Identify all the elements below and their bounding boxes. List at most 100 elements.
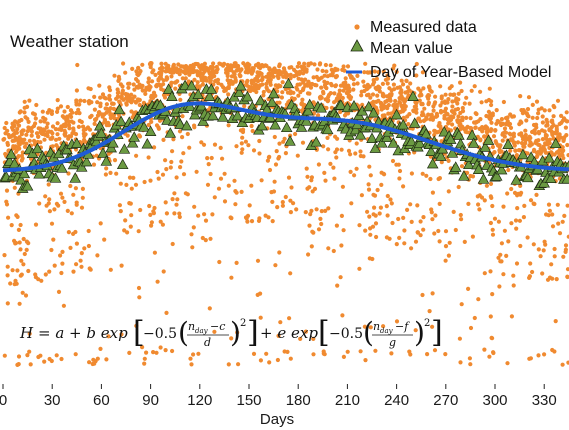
measured-data-point <box>58 104 64 109</box>
measured-data-point <box>151 350 156 355</box>
measured-data-point <box>2 353 7 358</box>
measured-data-point <box>233 78 238 83</box>
measured-data-point <box>209 155 214 161</box>
measured-data-point <box>310 81 315 87</box>
measured-data-point <box>421 86 426 91</box>
measured-data-point <box>340 184 345 189</box>
measured-data-point <box>59 124 64 129</box>
mean-value-point <box>425 145 437 156</box>
measured-data-point <box>311 75 316 80</box>
mean-value-point <box>113 103 126 115</box>
measured-data-point <box>431 108 436 113</box>
model-equation: H = a + b exp [ −0.5 ( n day −c d ) 2 ] … <box>19 315 318 350</box>
measured-data-point <box>16 354 22 359</box>
measured-data-point <box>341 81 346 86</box>
measured-data-point <box>37 201 42 206</box>
measured-data-point <box>489 335 494 340</box>
measured-data-point <box>397 176 402 181</box>
measured-data-point <box>532 131 538 136</box>
measured-data-point <box>456 184 461 190</box>
measured-data-point <box>323 208 328 213</box>
measured-data-point <box>163 61 168 66</box>
mean-value-point <box>144 125 157 136</box>
measured-data-point <box>78 258 83 263</box>
measured-data-point <box>125 92 130 97</box>
measured-data-point <box>41 127 46 132</box>
mean-value-point <box>128 131 140 142</box>
measured-data-point <box>468 362 473 367</box>
measured-data-point <box>425 352 430 357</box>
measured-data-point <box>556 221 561 226</box>
measured-data-point <box>420 70 425 75</box>
measured-data-point <box>402 241 407 246</box>
measured-data-point <box>449 114 454 119</box>
measured-data-point <box>491 350 496 355</box>
measured-data-point <box>473 120 478 125</box>
measured-data-point <box>199 140 204 145</box>
measured-data-point <box>538 254 543 259</box>
measured-data-point <box>488 128 493 134</box>
measured-data-point <box>286 175 292 180</box>
measured-data-point <box>406 93 411 98</box>
measured-data-point <box>219 62 224 67</box>
measured-data-point <box>140 62 145 67</box>
measured-data-point <box>458 360 463 365</box>
measured-data-point <box>450 99 455 104</box>
measured-data-point <box>511 131 516 136</box>
measured-data-point <box>269 190 274 195</box>
measured-data-point <box>333 134 338 139</box>
measured-data-point <box>74 88 79 93</box>
measured-data-point <box>499 259 504 264</box>
measured-data-point <box>171 62 176 67</box>
measured-data-point <box>478 89 483 94</box>
measured-data-point <box>55 121 60 126</box>
measured-data-point <box>485 125 490 130</box>
measured-data-point <box>148 212 153 217</box>
measured-data-point <box>364 93 370 98</box>
measured-data-point <box>283 70 288 75</box>
measured-data-point <box>136 98 141 103</box>
measured-data-point <box>206 66 211 71</box>
measured-data-point <box>443 229 449 234</box>
measured-data-point <box>476 202 481 207</box>
measured-data-point <box>536 138 541 143</box>
measured-data-point <box>164 167 169 172</box>
measured-data-point <box>236 362 241 367</box>
legend-label-model: Day of Year-Based Model <box>370 64 551 81</box>
measured-data-point <box>152 145 157 150</box>
mean-value-point <box>438 125 450 137</box>
measured-data-point <box>112 73 117 78</box>
measured-data-point <box>543 242 548 247</box>
measured-data-point <box>502 126 508 131</box>
mean-value-point <box>348 99 360 111</box>
measured-data-point <box>47 356 52 362</box>
measured-data-point <box>82 246 87 251</box>
mean-value-point <box>116 158 129 170</box>
measured-data-point <box>49 109 55 114</box>
measured-data-point <box>497 284 502 289</box>
measured-data-point <box>467 356 472 361</box>
measured-data-point <box>407 349 412 354</box>
mean-value-point <box>349 123 362 135</box>
measured-data-point <box>24 247 29 252</box>
measured-data-point <box>11 144 16 149</box>
measured-data-point <box>55 109 60 114</box>
mean-value-point <box>522 171 534 183</box>
measured-data-point <box>27 349 32 354</box>
measured-data-point <box>12 238 17 243</box>
mean-value-point <box>543 152 555 163</box>
measured-data-point <box>351 87 356 92</box>
measured-data-point <box>445 100 450 105</box>
mean-value-point <box>408 117 421 128</box>
measured-data-point <box>301 86 306 91</box>
measured-data-point <box>460 105 465 111</box>
mean-value-point <box>284 135 296 146</box>
measured-data-point <box>60 261 65 266</box>
measured-data-point <box>13 278 18 283</box>
measured-data-point <box>469 88 474 93</box>
measured-data-point <box>277 100 282 105</box>
measured-data-point <box>389 201 394 206</box>
measured-data-point <box>341 64 346 69</box>
measured-data-point <box>273 263 278 268</box>
measured-data-point <box>36 134 41 139</box>
